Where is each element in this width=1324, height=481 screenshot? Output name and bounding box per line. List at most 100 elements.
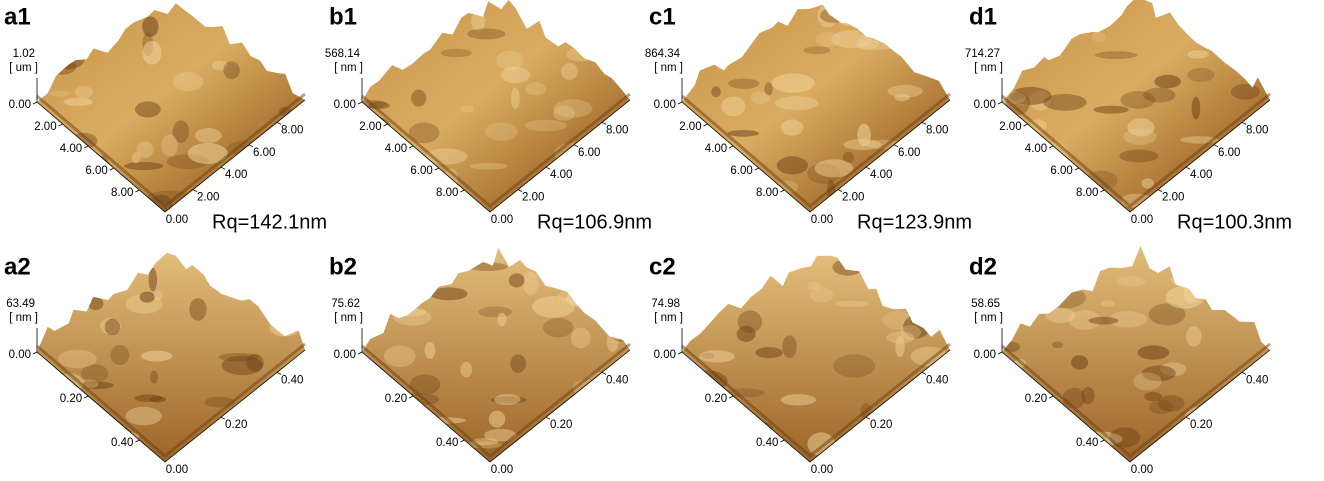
surface-grain — [142, 41, 161, 65]
surface-grain — [782, 335, 797, 358]
afm-panel: a11.02[ um ]0.002.004.006.008.000.002.00… — [4, 3, 327, 233]
left-tick-label: 6.00 — [85, 165, 107, 177]
surface-grain — [1076, 15, 1102, 27]
left-tick-label: 2.00 — [34, 121, 56, 133]
tick-mark — [780, 190, 784, 192]
right-tick-label: 0.20 — [870, 419, 892, 431]
tick-mark — [110, 168, 114, 170]
surface-grain — [772, 73, 815, 92]
tick-mark — [409, 146, 413, 148]
left-tick-label: 0.20 — [60, 393, 82, 405]
right-tick-label: 6.00 — [578, 147, 600, 159]
surface-grain — [125, 407, 162, 425]
surface-grain — [32, 150, 62, 169]
bottom-tick-label: 0.00 — [1131, 464, 1153, 476]
tick-mark — [1075, 168, 1079, 170]
surface-grain — [525, 120, 567, 132]
tick-mark — [358, 352, 362, 354]
z-max: 714.27 — [965, 48, 1000, 60]
left-tick-label: 0.00 — [974, 349, 996, 361]
right-tick-label: 2.00 — [197, 192, 219, 204]
surface-grain — [264, 14, 304, 23]
surface-grain — [497, 313, 506, 326]
right-tick-label: 0.20 — [550, 419, 572, 431]
surface-grain — [380, 179, 406, 200]
z-unit: [ nm ] — [334, 312, 363, 324]
tick-mark — [135, 190, 139, 192]
surface-grain — [1049, 25, 1073, 45]
left-tick-label: 0.40 — [1076, 437, 1098, 449]
surface-grain — [834, 301, 869, 307]
afm-panel: b1568.14[ nm ]0.002.004.006.008.000.002.… — [325, 0, 652, 233]
surface-grain — [566, 47, 594, 61]
z-unit: [ nm ] — [654, 62, 683, 74]
surface-grain — [1044, 257, 1078, 281]
surface-grain — [161, 135, 178, 157]
rq-value: Rq=123.9nm — [857, 211, 972, 233]
surface-grain — [807, 281, 821, 290]
z-max: 63.49 — [6, 298, 35, 310]
surface-grain — [243, 288, 286, 296]
right-tick-label: 0.40 — [926, 374, 948, 386]
z-max: 74.98 — [651, 298, 680, 310]
left-tick-label: 0.40 — [436, 437, 458, 449]
surface-grain — [857, 36, 879, 50]
surface-grain — [1039, 442, 1061, 458]
surface-grain — [132, 152, 141, 163]
left-tick-label: 0.00 — [654, 349, 676, 361]
surface-grain — [599, 152, 642, 171]
surface-grain — [890, 17, 914, 33]
surface-grain — [154, 290, 163, 300]
surface — [37, 3, 305, 212]
surface-grain — [569, 392, 610, 407]
surface-grain — [217, 436, 239, 446]
surface-grain — [102, 21, 110, 38]
panel-label: a1 — [4, 3, 31, 30]
surface-grain — [680, 33, 706, 56]
left-tick-label: 0.00 — [974, 99, 996, 111]
surface-grain — [269, 320, 300, 337]
left-tick-label: 6.00 — [410, 165, 432, 177]
surface-grain — [189, 298, 206, 321]
surface-grain — [1119, 150, 1158, 163]
z-unit: [ nm ] — [974, 62, 1003, 74]
right-tick-label: 2.00 — [522, 192, 544, 204]
surface-grain — [135, 101, 161, 117]
surface-grain — [1044, 407, 1059, 429]
surface-grain — [715, 162, 724, 184]
surface-grain — [256, 173, 297, 193]
right-tick-label: 2.00 — [1162, 192, 1184, 204]
left-tick-label: 4.00 — [385, 143, 407, 155]
surface-grain — [277, 402, 295, 422]
left-tick-label: 2.00 — [359, 121, 381, 133]
tick-mark — [59, 124, 63, 126]
surface-grain — [1094, 106, 1129, 114]
surface-grain — [523, 272, 539, 295]
surface-grain — [1092, 32, 1106, 42]
surface-grain — [1071, 355, 1088, 369]
left-tick-label: 6.00 — [1050, 165, 1072, 177]
surface-grain — [441, 49, 472, 57]
z-unit: [ nm ] — [654, 312, 683, 324]
surface-grain — [50, 91, 69, 97]
right-tick-label: 8.00 — [926, 124, 948, 136]
surface-grain — [173, 72, 203, 91]
surface-grain — [716, 411, 757, 425]
surface-grain — [1043, 94, 1086, 111]
afm-panel: a263.49[ nm ]0.000.200.400.000.200.40 — [4, 253, 305, 476]
surface-grain — [820, 8, 847, 23]
surface-grain — [1186, 326, 1202, 346]
tick-mark — [755, 168, 759, 170]
surface-grain — [510, 354, 526, 373]
left-tick-label: 0.00 — [334, 99, 356, 111]
left-tick-label: 8.00 — [1076, 187, 1098, 199]
tick-mark — [1049, 396, 1053, 398]
panel-label: c2 — [649, 253, 676, 280]
surface-grain — [1149, 400, 1173, 414]
tick-mark — [358, 102, 362, 104]
surface-grain — [1127, 118, 1154, 136]
surface-grain — [727, 130, 759, 137]
surface-grain — [1047, 439, 1069, 458]
bottom-tick-label: 0.00 — [811, 214, 833, 226]
